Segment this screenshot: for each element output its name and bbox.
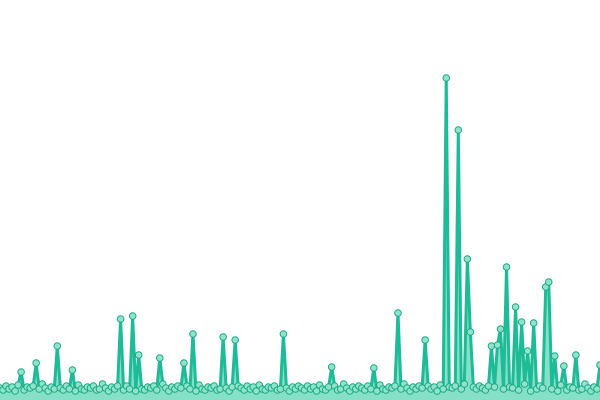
data-point xyxy=(496,325,505,333)
data-point xyxy=(370,364,378,372)
data-point xyxy=(538,384,547,392)
data-point xyxy=(454,126,463,134)
data-point xyxy=(324,383,333,391)
data-point xyxy=(180,359,188,367)
data-point xyxy=(502,263,511,271)
data-point xyxy=(487,342,496,350)
data-point xyxy=(128,312,137,320)
data-point xyxy=(276,385,285,393)
data-point xyxy=(529,319,538,327)
data-point xyxy=(550,352,559,360)
data-point xyxy=(517,318,526,326)
data-point xyxy=(394,309,402,317)
data-point xyxy=(14,381,22,389)
data-point xyxy=(511,303,520,311)
data-point xyxy=(189,330,197,338)
data-point xyxy=(520,380,529,388)
series-line xyxy=(0,76,600,393)
data-point xyxy=(17,368,25,376)
data-point xyxy=(32,359,40,367)
data-point xyxy=(421,336,429,344)
data-point xyxy=(231,336,239,344)
data-point xyxy=(466,328,475,336)
data-point xyxy=(572,351,580,359)
data-point xyxy=(219,333,227,341)
data-point xyxy=(53,342,62,350)
data-point xyxy=(451,382,460,390)
data-point xyxy=(514,386,523,394)
data-point xyxy=(113,382,122,390)
data-point xyxy=(279,330,288,338)
data-point xyxy=(460,380,469,388)
data-point xyxy=(68,366,77,374)
data-point xyxy=(116,315,125,323)
data-point xyxy=(327,363,336,371)
data-point xyxy=(152,386,161,394)
data-point xyxy=(228,383,236,391)
data-point xyxy=(391,382,399,390)
data-point xyxy=(216,385,224,393)
data-point xyxy=(50,385,59,393)
data-point xyxy=(493,341,502,349)
data-point xyxy=(523,347,532,355)
line-layer xyxy=(0,76,600,393)
data-point xyxy=(463,255,472,263)
data-point xyxy=(155,354,164,362)
data-point xyxy=(593,385,600,393)
data-point xyxy=(560,362,568,370)
data-point xyxy=(134,351,143,359)
data-point xyxy=(490,383,499,391)
data-point xyxy=(553,387,562,395)
data-point xyxy=(596,361,600,369)
data-point xyxy=(484,382,493,390)
marker-layer xyxy=(0,74,600,395)
data-point xyxy=(544,278,553,286)
data-point xyxy=(442,74,451,82)
data-point xyxy=(11,387,19,395)
data-point xyxy=(557,381,565,389)
data-point xyxy=(29,382,37,390)
